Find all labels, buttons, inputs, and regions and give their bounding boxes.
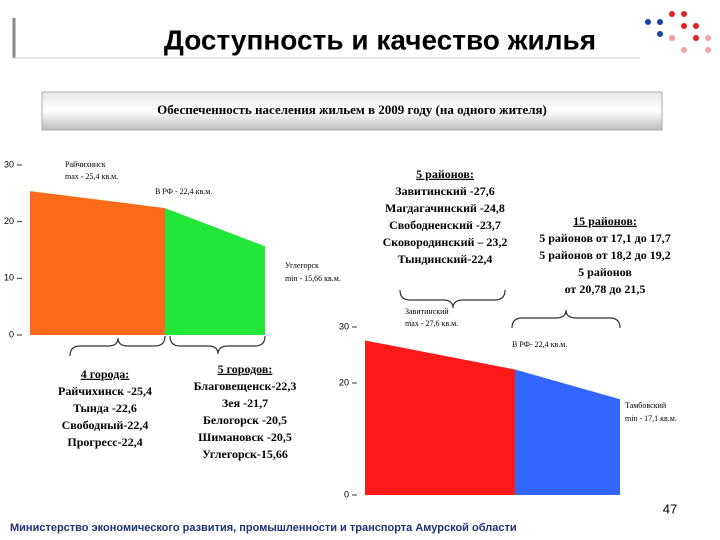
subtitle: Обеспеченность населения жильем в 2009 г… [157, 102, 547, 117]
callout-line: Благовещенск-22,3 [194, 379, 297, 393]
annotation: max - 27,6 кв.м. [405, 319, 458, 328]
callout-line: Шимановск -20,5 [198, 430, 292, 444]
y-tick-label: 10 [4, 273, 14, 283]
y-tick-label: 0 [344, 489, 349, 499]
annotation: Тамбовский [625, 401, 667, 410]
callout-line: Зея -21,7 [222, 396, 268, 410]
callout-line: 5 городов: [218, 362, 273, 376]
y-tick-label: 20 [4, 216, 14, 226]
annotation: Углегорск [285, 261, 319, 270]
annotation: min - 15,66 кв.м. [285, 274, 341, 283]
annotation: В РФ- 22,4 кв.м. [512, 340, 567, 349]
y-tick-label: 20 [339, 377, 349, 387]
annotation: В РФ - 22,4 кв.м. [155, 187, 212, 196]
page-number: 47 [663, 501, 677, 516]
annotation: min - 17,1 кв.м. [625, 414, 677, 423]
callout-line: Завитинский -27,6 [395, 184, 495, 198]
area [515, 369, 620, 495]
annotation: Райчихинск [65, 160, 106, 169]
annotation: max - 25,4 кв.м. [65, 172, 118, 181]
callout-line: 15 районов: [573, 214, 637, 228]
callout-line: Белогорск -20,5 [203, 413, 287, 427]
callout-line: 5 районов от 17,1 до 17,7 [539, 231, 671, 245]
y-tick-label: 30 [4, 159, 14, 169]
callout-line: Свободненский -23,7 [389, 218, 501, 232]
area [30, 191, 165, 335]
decor-dots [645, 11, 711, 53]
callout-line: Сковородинский – 23,2 [383, 235, 508, 249]
callout-line: Свободный-22,4 [62, 418, 149, 432]
footer: Министерство экономического развития, пр… [10, 522, 517, 534]
callout-line: Углегорск-15,66 [202, 447, 288, 461]
callout-line: Магдагачинский -24,8 [385, 201, 505, 215]
callout-line: 5 районов от 18,2 до 19,2 [539, 248, 671, 262]
area [165, 208, 265, 335]
annotation: Завитинский [405, 307, 449, 316]
callout-line: от 20,78 до 21,5 [565, 282, 646, 296]
braces [69, 289, 621, 357]
callout-line: Тындинский-22,4 [398, 252, 493, 266]
callout-line: Прогресс-22,4 [67, 435, 142, 449]
callout-line: 5 районов: [416, 167, 474, 181]
area [365, 340, 515, 495]
y-tick-label: 0 [9, 329, 14, 339]
title: Доступность и качество жилья [164, 24, 596, 55]
callout-line: Райчихинск -25,4 [58, 384, 152, 398]
callout-line: 5 районов [578, 265, 632, 279]
callout-line: 4 города: [81, 367, 130, 381]
callout-line: Тында -22,6 [73, 401, 137, 415]
subtitle-bar [41, 91, 663, 131]
y-tick-label: 30 [339, 321, 349, 331]
